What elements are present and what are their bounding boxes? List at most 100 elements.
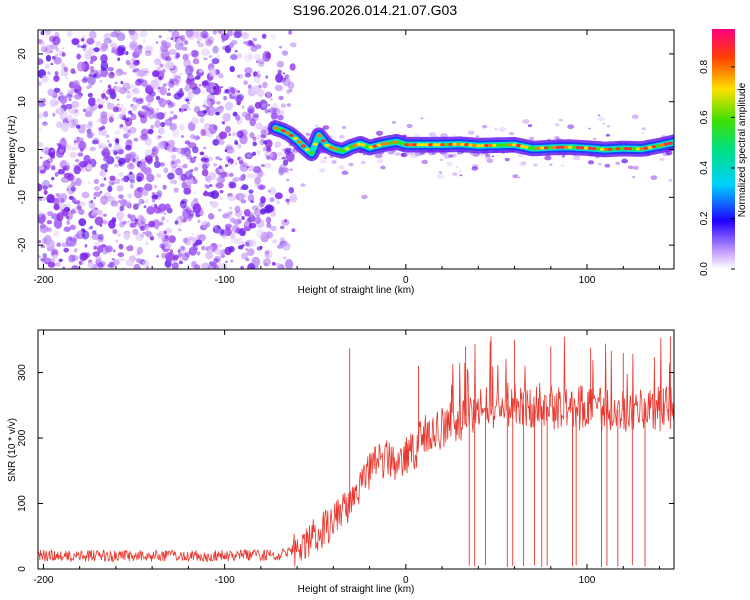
spectrogram-noise-blob (133, 47, 143, 55)
spectrogram-noise-blob (231, 131, 238, 137)
spectrogram-noise-blob (112, 106, 119, 113)
spectrogram-noise-blob (281, 148, 286, 151)
spectrogram-noise-blob (213, 225, 218, 230)
spectrogram-noise-blob (38, 101, 45, 108)
spectrogram-noise-blob (178, 108, 185, 113)
spectrogram-noise-blob (491, 155, 495, 158)
spectrogram-noise-blob (117, 44, 127, 52)
spectrogram-xtick-label: 100 (579, 275, 596, 286)
spectrogram-noise-blob (230, 88, 236, 94)
spectrogram-noise-blob (63, 247, 70, 253)
spectrogram-noise-blob (180, 218, 187, 223)
spectrogram-noise-blob (528, 136, 535, 141)
spectrogram-noise-blob (99, 45, 107, 53)
spectrogram-noise-blob (445, 161, 453, 167)
spectrogram-noise-blob (128, 244, 134, 250)
spectrogram-ridge-core (424, 143, 430, 147)
spectrogram-noise-blob (158, 230, 165, 238)
spectrogram-noise-blob (243, 80, 248, 86)
spectrogram-noise-blob (187, 52, 193, 57)
spectrogram-noise-blob (549, 163, 553, 166)
spectrogram-noise-blob (519, 161, 527, 167)
spectrogram-noise-blob (257, 184, 266, 191)
spectrogram-ridge-core (468, 143, 474, 147)
spectrogram-noise-blob (100, 129, 107, 137)
spectrogram-noise-blob (160, 121, 166, 128)
spectrogram-noise-blob (168, 48, 177, 56)
spectrogram-noise-blob (252, 151, 256, 156)
spectrogram-noise-blob (560, 164, 565, 168)
spectrogram-noise-blob (111, 181, 115, 185)
spectrogram-noise-blob (282, 77, 291, 87)
spectrogram-noise-blob (266, 147, 272, 153)
spectrogram-noise-blob (128, 171, 133, 175)
spectrogram-noise-blob (227, 195, 236, 202)
spectrogram-noise-blob (126, 95, 130, 99)
spectrogram-noise-blob (197, 42, 204, 48)
spectrogram-noise-blob (244, 113, 252, 121)
spectrogram-noise-blob (164, 259, 172, 268)
spectrogram-noise-blob (194, 264, 201, 269)
spectrogram-noise-blob (122, 71, 127, 75)
spectrogram-noise-blob (85, 123, 94, 129)
spectrogram-noise-blob (60, 139, 68, 146)
spectrogram-noise-blob (201, 90, 207, 95)
spectrogram-noise-blob (143, 167, 152, 176)
spectrogram-noise-blob (132, 203, 139, 210)
spectrogram-noise-blob (219, 189, 224, 194)
spectrogram-noise-blob (212, 30, 218, 35)
spectrogram-noise-blob (38, 38, 43, 44)
spectrogram-noise-blob (288, 89, 293, 93)
spectrogram-noise-blob (159, 112, 165, 119)
spectrogram-noise-blob (164, 203, 171, 211)
spectrogram-noise-blob (145, 84, 152, 90)
spectrogram-noise-blob (213, 124, 219, 131)
colorbar-gradient (712, 29, 735, 269)
spectrogram-noise-blob (192, 86, 201, 95)
spectrogram-noise-blob (129, 151, 136, 158)
spectrogram-noise-blob (56, 121, 63, 128)
spectrogram-noise-blob (70, 100, 80, 109)
spectrogram-noise-blob (89, 146, 96, 152)
spectrogram-ridge-core (527, 146, 534, 150)
spectrogram-noise-blob (137, 78, 144, 83)
spectrogram-noise-blob (76, 61, 86, 72)
spectrogram-noise-blob (142, 259, 150, 268)
spectrogram-noise-blob (174, 41, 184, 51)
spectrogram-noise-blob (278, 95, 284, 101)
spectrogram-noise-blob (101, 219, 108, 225)
spectrogram-noise-blob (100, 260, 106, 267)
spectrogram-noise-blob (84, 61, 88, 64)
spectrogram-noise-blob (210, 190, 219, 200)
spectrogram-noise-blob (224, 260, 229, 263)
spectrogram-noise-blob (188, 65, 195, 73)
spectrogram-ridge-core (312, 142, 318, 146)
spectrogram-noise-blob (274, 145, 278, 148)
snr-panel: -200 -100 0 100 0 100 200 300 Height of straig… (7, 329, 675, 595)
spectrogram-noise-blob (46, 210, 54, 217)
spectrogram-noise-blob (107, 139, 110, 143)
spectrogram-noise-blob (133, 188, 143, 199)
spectrogram-noise-blob (68, 108, 77, 115)
spectrogram-noise-blob (55, 262, 61, 267)
spectrogram-noise-blob (602, 122, 605, 125)
spectrogram-noise-blob (140, 217, 147, 225)
spectrogram-noise-blob (234, 141, 238, 145)
spectrogram-noise-blob (72, 108, 80, 117)
spectrogram-noise-blob (209, 215, 215, 220)
spectrogram-noise-blob (76, 205, 82, 211)
spectrogram-noise-blob (182, 181, 188, 187)
spectrogram-noise-blob (182, 208, 191, 220)
spectrogram-noise-blob (269, 197, 275, 203)
spectrogram-noise-blob (113, 129, 121, 136)
spectrogram-noise-blob (179, 123, 185, 131)
spectrogram-noise-blob (250, 45, 258, 52)
spectrogram-noise-blob (247, 154, 252, 158)
spectrogram-ridge-core (360, 143, 366, 147)
spectrogram-noise-blob (284, 219, 287, 223)
spectrogram-noise-blob (220, 262, 228, 269)
spectrogram-ridge-core (659, 143, 665, 147)
spectrogram-noise-blob (58, 193, 68, 202)
spectrogram-noise-blob (323, 156, 328, 160)
spectrogram-noise-blob (238, 227, 247, 237)
